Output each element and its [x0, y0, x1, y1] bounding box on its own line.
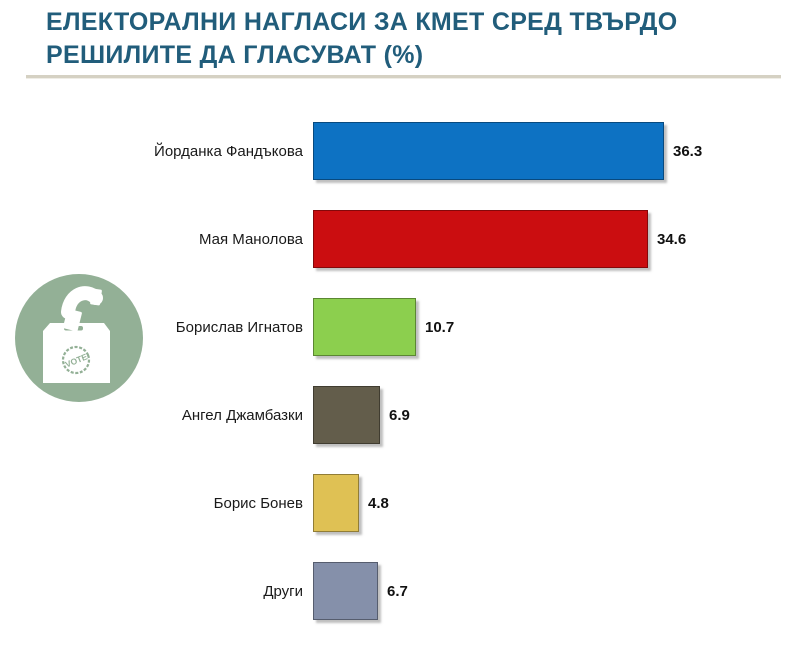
sleeve-cuff — [90, 288, 102, 306]
page-title-line-1: ЕЛЕКТОРАЛНИ НАГЛАСИ ЗА КМЕТ СРЕД ТВЪРДО — [46, 8, 678, 36]
ballot-box-vote-icon: VOTE — [15, 274, 143, 402]
bar-label: Мая Манолова — [198, 230, 303, 248]
bar-value: 36.3 — [673, 142, 703, 160]
bar-label: Борислав Игнатов — [175, 318, 303, 336]
bar — [313, 386, 380, 444]
bar — [313, 298, 416, 356]
vote-stamp: VOTE — [61, 345, 91, 375]
bar-row: Борис Бонев 4.8 — [0, 459, 797, 547]
bar-label: Други — [263, 582, 303, 600]
bar-row: Йорданка Фандъкова 36.3 — [0, 107, 797, 195]
bar-row: Мая Манолова 34.6 — [0, 195, 797, 283]
bar — [313, 474, 359, 532]
page-title-line-2: РЕШИЛИТЕ ДА ГЛАСУВАТ (%) — [46, 41, 424, 69]
bar-value: 34.6 — [657, 230, 687, 248]
bar-chart: Йорданка Фандъкова 36.3 Мая Манолова 34.… — [0, 107, 797, 635]
bar-row: Други 6.7 — [0, 547, 797, 635]
bar-value: 6.9 — [389, 406, 410, 424]
bar-value: 10.7 — [425, 318, 455, 336]
bar-value: 4.8 — [368, 494, 389, 512]
bar — [313, 562, 378, 620]
bar — [313, 210, 648, 268]
title-divider — [26, 75, 781, 79]
bar-row: Борислав Игнатов 10.7 — [0, 283, 797, 371]
bar-label: Йорданка Фандъкова — [154, 142, 303, 160]
bar-row: Ангел Джамбазки 6.9 — [0, 371, 797, 459]
page-title: ЕЛЕКТОРАЛНИ НАГЛАСИ ЗА КМЕТ СРЕД ТВЪРДО … — [46, 6, 766, 72]
bar-label: Борис Бонев — [213, 494, 303, 512]
bar-value: 6.7 — [387, 582, 408, 600]
bar — [313, 122, 664, 180]
ballot-paper — [63, 308, 82, 332]
bar-label: Ангел Джамбазки — [181, 406, 303, 424]
